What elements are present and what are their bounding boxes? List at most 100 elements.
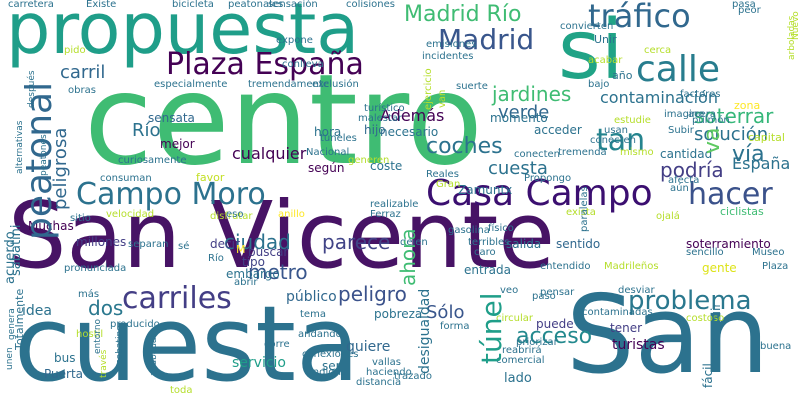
cloud-word: toda	[170, 385, 193, 396]
cloud-word: caro	[474, 247, 496, 258]
cloud-word: Nacional	[306, 147, 350, 158]
cloud-word: acuerdo	[3, 231, 18, 284]
cloud-word: cualquier	[232, 144, 307, 163]
cloud-word: desviar	[618, 285, 655, 296]
cloud-word: ciclistas	[720, 205, 764, 218]
cloud-word: obras	[68, 85, 96, 96]
cloud-word: gasolina	[448, 225, 490, 236]
cloud-word: más	[78, 289, 100, 300]
cloud-word: túnel	[475, 292, 508, 364]
cloud-word: Nuevo	[791, 11, 800, 40]
cloud-word: público	[286, 289, 337, 305]
cloud-word: incidentes	[422, 51, 474, 62]
cloud-word: tan	[596, 123, 646, 158]
cloud-word: unen	[5, 347, 15, 370]
cloud-word: según	[308, 161, 345, 175]
cloud-word: costoso	[686, 313, 725, 324]
cloud-word: pobreza	[374, 307, 423, 321]
cloud-word: si	[558, 3, 624, 98]
cloud-word: pido	[64, 45, 86, 56]
cloud-word: acceso	[516, 324, 593, 349]
cloud-word: San Vicente	[8, 182, 555, 289]
cloud-word: circular	[496, 313, 534, 324]
cloud-word: buena	[760, 341, 792, 352]
cloud-word: emisiones	[426, 39, 477, 50]
cloud-word: eso	[226, 209, 244, 220]
cloud-word: ser	[322, 359, 341, 373]
cloud-word: peligro	[338, 282, 407, 306]
cloud-word: bicicleta	[172, 0, 214, 10]
cloud-word: peor	[738, 5, 761, 16]
cloud-word: cantidad	[660, 147, 713, 161]
cloud-word: aún	[670, 183, 689, 194]
cloud-word: año	[612, 69, 633, 82]
cloud-word: Ferraz	[370, 209, 401, 220]
cloud-word: malestar	[358, 113, 403, 124]
cloud-word: pasa	[732, 0, 756, 10]
cloud-word: sé	[178, 241, 190, 252]
cloud-word: Muchas	[28, 219, 74, 233]
cloud-word: ciudad	[224, 230, 291, 254]
cloud-word: dos	[88, 296, 124, 320]
cloud-word: exclusión	[312, 79, 359, 90]
cloud-word: sentido	[556, 237, 601, 251]
cloud-word: Subir	[668, 125, 694, 136]
cloud-word: Además	[380, 106, 445, 125]
cloud-word: túneles	[320, 133, 357, 144]
cloud-word: acabadas	[149, 332, 159, 376]
cloud-word: capital	[748, 131, 785, 144]
cloud-word: decir	[210, 237, 240, 251]
cloud-word: tema	[300, 309, 326, 320]
cloud-word: hijo	[364, 123, 386, 137]
cloud-word: andando	[298, 329, 342, 340]
cloud-word: acabar	[588, 55, 623, 66]
cloud-word: Río	[132, 120, 161, 141]
cloud-word: estudie	[614, 115, 651, 126]
cloud-word: realizable	[370, 199, 419, 210]
cloud-word: paralelas	[579, 186, 590, 232]
cloud-word: colisiones	[346, 0, 395, 10]
cloud-word: soterramiento	[686, 237, 771, 251]
cloud-word: servicio	[232, 355, 286, 371]
cloud-word: hostil	[76, 329, 104, 340]
cloud-word: sencillo	[686, 247, 724, 258]
cloud-word: tener	[610, 321, 643, 335]
cloud-word: parece	[322, 230, 391, 254]
cloud-word: pronunciada	[64, 263, 127, 274]
cloud-word: cuesta	[14, 283, 360, 400]
cloud-word: conexiones	[302, 349, 359, 360]
cloud-word: millones	[76, 235, 127, 249]
cloud-word: acera	[688, 109, 717, 120]
cloud-word: fácil	[701, 363, 715, 388]
cloud-word: convierten	[560, 21, 614, 32]
cloud-word: buscar	[248, 245, 289, 259]
cloud-word: terribles	[468, 237, 510, 248]
cloud-word: Existe	[86, 0, 117, 10]
cloud-word: producido	[110, 319, 160, 330]
cloud-word: jardines	[492, 82, 572, 106]
cloud-word: tráfico	[588, 0, 691, 35]
cloud-word: curiosamente	[118, 155, 187, 166]
cloud-word: suerte	[456, 81, 488, 92]
cloud-word: comercial	[496, 355, 545, 366]
cloud-word: conlleva	[282, 59, 324, 70]
cloud-word: soterrar	[694, 104, 774, 128]
cloud-word: desigualdad	[417, 288, 433, 374]
cloud-word: centro	[84, 48, 483, 193]
cloud-word: ejercicio	[423, 68, 434, 110]
cloud-word: peligrosa	[50, 127, 71, 210]
cloud-word: haciendo	[366, 367, 412, 378]
cloud-word: después	[27, 70, 37, 108]
cloud-word: momento	[490, 111, 548, 125]
cloud-word: Madrid	[438, 23, 535, 56]
cloud-word: alternativas	[15, 120, 25, 174]
cloud-word: salida	[506, 237, 542, 251]
cloud-word: entrada	[464, 263, 511, 277]
cloud-word: carriles	[122, 281, 232, 316]
cloud-word: sensata	[148, 111, 195, 125]
cloud-word: podría	[660, 158, 724, 182]
cloud-word: disfrutar	[210, 211, 253, 222]
cloud-word: necesario	[380, 125, 439, 139]
cloud-word: van	[437, 89, 448, 108]
